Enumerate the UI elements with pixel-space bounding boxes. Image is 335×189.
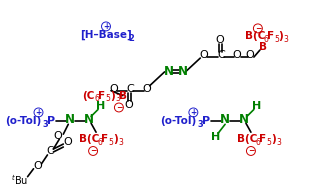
Text: 3: 3 — [283, 35, 288, 44]
Text: H: H — [211, 132, 220, 142]
Text: O: O — [53, 131, 62, 141]
Text: −: − — [248, 146, 254, 156]
Text: O: O — [232, 50, 242, 60]
Text: 6: 6 — [263, 35, 268, 44]
Text: N: N — [84, 113, 94, 126]
Text: 3: 3 — [276, 138, 281, 147]
Text: [H–Base]: [H–Base] — [80, 30, 132, 40]
Text: 3: 3 — [119, 138, 123, 147]
Text: N: N — [65, 113, 75, 126]
Text: −: − — [255, 24, 261, 33]
Text: O: O — [110, 84, 118, 94]
Text: B(C: B(C — [79, 134, 99, 144]
Text: $^t$Bu: $^t$Bu — [11, 173, 28, 187]
Text: B(C: B(C — [237, 134, 257, 144]
Text: ): ) — [111, 91, 115, 101]
Text: P: P — [202, 116, 210, 126]
Text: N: N — [163, 65, 174, 78]
Text: F: F — [267, 31, 274, 41]
Text: P: P — [47, 116, 56, 126]
Text: C: C — [126, 84, 134, 94]
Text: F: F — [259, 134, 266, 144]
Text: B(C: B(C — [245, 31, 265, 41]
Text: N: N — [178, 65, 187, 78]
Text: B: B — [119, 91, 127, 101]
Text: 6: 6 — [255, 138, 260, 147]
Text: O: O — [63, 137, 72, 147]
Text: +: + — [103, 22, 109, 31]
Text: 2: 2 — [129, 34, 135, 43]
Text: O: O — [142, 84, 151, 94]
Text: H: H — [252, 101, 262, 112]
Text: C: C — [47, 146, 54, 156]
Text: −: − — [116, 103, 122, 112]
Text: O: O — [33, 161, 42, 171]
Text: (o-Tol): (o-Tol) — [5, 116, 42, 126]
Text: ): ) — [114, 134, 118, 144]
Text: (o-Tol): (o-Tol) — [160, 116, 197, 126]
Text: H: H — [96, 101, 106, 112]
Text: 5: 5 — [106, 94, 111, 103]
Text: 3: 3 — [43, 120, 48, 129]
Text: −: − — [90, 146, 96, 156]
Text: 5: 5 — [274, 35, 279, 44]
Text: +: + — [36, 108, 42, 117]
Text: F: F — [98, 91, 106, 101]
Text: N: N — [220, 113, 230, 126]
Text: B: B — [259, 42, 267, 52]
Text: N: N — [239, 113, 249, 126]
Text: C: C — [217, 50, 225, 60]
Text: +: + — [190, 108, 196, 117]
Text: O: O — [199, 50, 208, 60]
Text: O: O — [216, 35, 224, 45]
Text: 5: 5 — [109, 138, 114, 147]
Text: ): ) — [271, 134, 276, 144]
Text: ): ) — [278, 31, 283, 41]
Text: 6: 6 — [94, 94, 99, 103]
Text: 5: 5 — [266, 138, 271, 147]
Text: 3: 3 — [116, 94, 120, 103]
Text: O: O — [246, 50, 254, 60]
Text: 3: 3 — [197, 120, 203, 129]
Text: (C: (C — [82, 91, 94, 101]
Text: F: F — [102, 134, 109, 144]
Text: 6: 6 — [97, 138, 103, 147]
Text: O: O — [125, 100, 133, 109]
